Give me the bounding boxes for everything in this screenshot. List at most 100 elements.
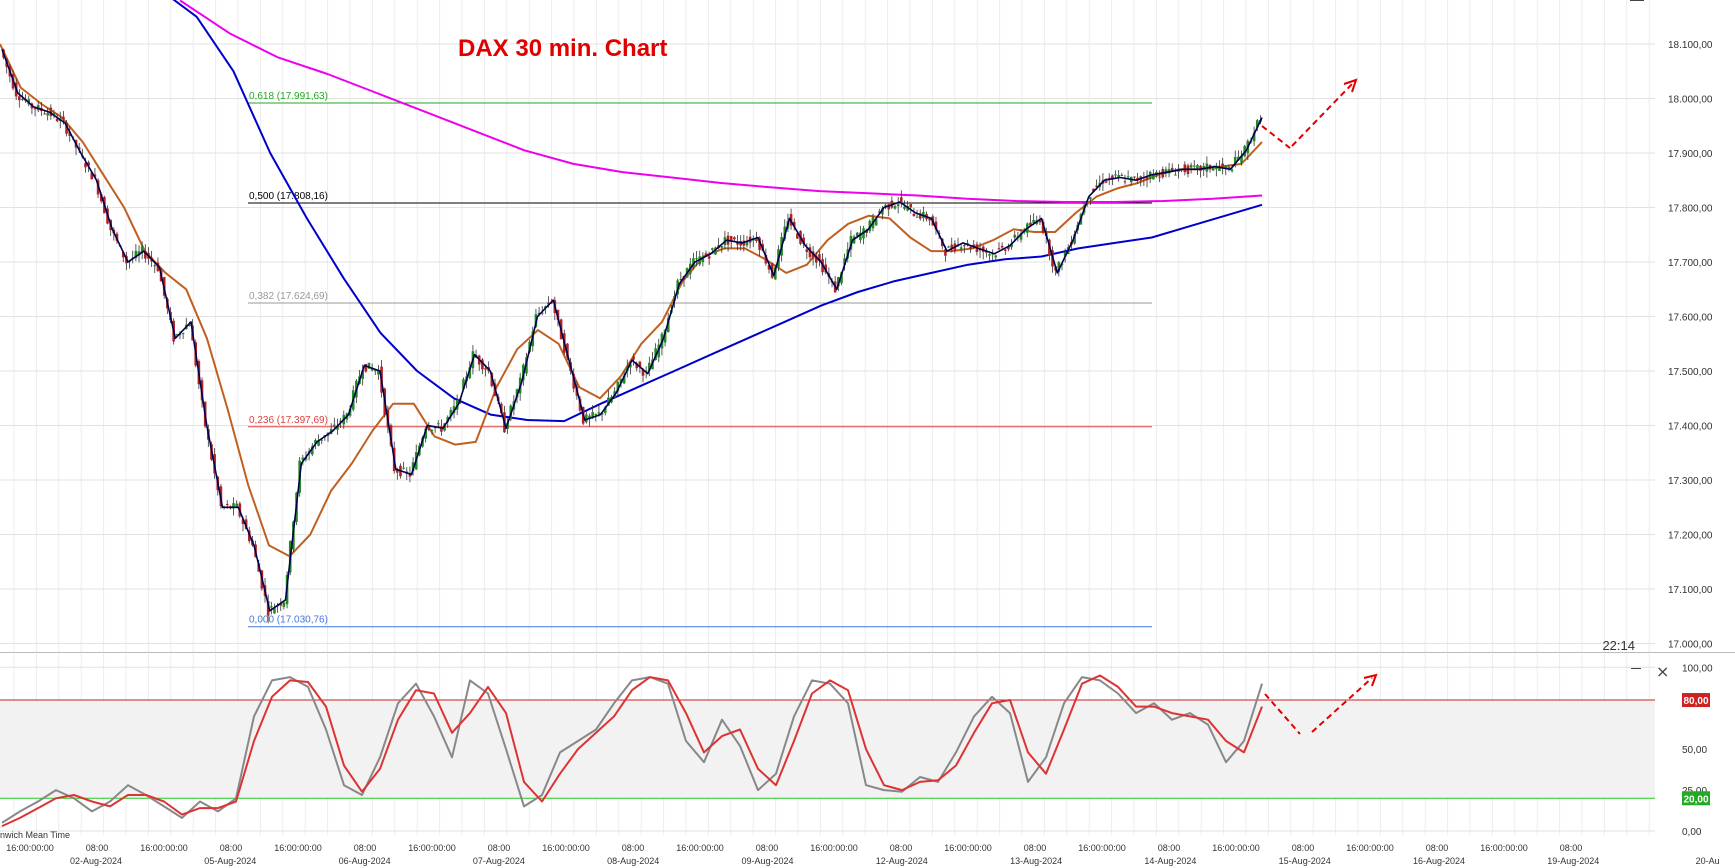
candle-body bbox=[887, 204, 891, 210]
candle-body bbox=[900, 197, 903, 202]
time-tick-label: 16:00:00:00 bbox=[944, 843, 992, 853]
stoch-y-tick-label: 100,00 bbox=[1682, 663, 1713, 674]
candle-body bbox=[1120, 174, 1124, 176]
candle-body bbox=[55, 118, 59, 122]
candle-body bbox=[18, 96, 21, 101]
candle-body bbox=[370, 368, 374, 371]
candle-body bbox=[644, 370, 648, 372]
price-close-line bbox=[1, 49, 1263, 612]
candle-body bbox=[430, 429, 434, 431]
candle-body bbox=[449, 409, 453, 417]
candle-body bbox=[1252, 132, 1256, 142]
chart-title: DAX 30 min. Chart bbox=[458, 35, 667, 62]
candle-body bbox=[591, 412, 594, 419]
stochastic-lines bbox=[1, 674, 1263, 828]
candle-body bbox=[704, 253, 708, 256]
candle-body bbox=[796, 233, 799, 239]
candle-body bbox=[175, 334, 179, 336]
candle-body bbox=[1010, 243, 1013, 248]
candle-body bbox=[947, 246, 950, 248]
candle-body bbox=[619, 378, 623, 384]
candle-body bbox=[333, 424, 336, 427]
candle-body bbox=[33, 108, 37, 110]
candle-body bbox=[1000, 245, 1004, 248]
candle-body bbox=[1007, 246, 1010, 250]
candle-body bbox=[918, 213, 922, 219]
time-axis: nwich Mean Time 16:00:00:00 08:00 16:00:00… bbox=[0, 830, 1720, 866]
price-panel: 0,618 (17.991,63) 0,500 (17.808,16) 0,382 … bbox=[0, 0, 1713, 653]
candle-body bbox=[427, 427, 431, 430]
time-tick-label: 08:00 bbox=[756, 843, 779, 853]
candle-body bbox=[635, 363, 639, 369]
candle-body bbox=[121, 251, 125, 258]
candle-body bbox=[402, 467, 405, 469]
time-tick-label: 16:00:00:00 bbox=[6, 843, 54, 853]
candle-body bbox=[1221, 163, 1224, 167]
candle-body bbox=[1230, 169, 1234, 172]
time-tick-label: 16:00:00:00 bbox=[1078, 843, 1126, 853]
stoch-y-tick-label: 0,00 bbox=[1682, 827, 1702, 838]
fibonacci-retracement[interactable]: 0,618 (17.991,63) 0,500 (17.808,16) 0,382 … bbox=[248, 91, 1152, 628]
candle-body bbox=[774, 267, 777, 280]
candle-body bbox=[1089, 197, 1092, 200]
candle-body bbox=[1240, 155, 1243, 163]
candle-body bbox=[43, 113, 46, 115]
candle-body bbox=[144, 251, 147, 259]
candle-body bbox=[616, 381, 620, 392]
candle-body bbox=[607, 397, 610, 406]
candle-body bbox=[588, 415, 591, 420]
candle-body bbox=[714, 247, 717, 255]
candle-body bbox=[377, 370, 380, 375]
candle-body bbox=[814, 255, 818, 263]
candle-body bbox=[711, 248, 714, 250]
price-y-tick-label: 17.600,00 bbox=[1668, 313, 1713, 324]
date-tick-label: 08-Aug-2024 bbox=[607, 856, 659, 866]
candle-body bbox=[944, 249, 947, 256]
stochastic-minimize-icon[interactable] bbox=[1631, 668, 1641, 673]
candle-body bbox=[188, 324, 191, 327]
time-tick-label: 08:00 bbox=[1426, 843, 1449, 853]
candle-body bbox=[915, 216, 919, 218]
candle-body bbox=[884, 204, 887, 207]
candle-body bbox=[896, 204, 900, 207]
candle-body bbox=[695, 258, 698, 260]
candle-body bbox=[52, 113, 56, 115]
candle-body bbox=[928, 217, 931, 221]
date-tick-label: 19-Aug-2024 bbox=[1547, 856, 1599, 866]
candle-body bbox=[440, 426, 443, 432]
candle-body bbox=[544, 306, 547, 308]
stochastic-close-icon[interactable]: × bbox=[1656, 662, 1670, 681]
date-tick-label: 02-Aug-2024 bbox=[70, 856, 122, 866]
candle-body bbox=[364, 364, 368, 372]
candle-body bbox=[99, 194, 103, 202]
candle-body bbox=[572, 374, 576, 389]
candle-body bbox=[241, 519, 245, 524]
date-tick-label: 20-Au bbox=[1696, 856, 1720, 866]
candle-body bbox=[988, 254, 991, 256]
time-tick-label: 16:00:00:00 bbox=[140, 843, 188, 853]
candle-body bbox=[648, 362, 651, 371]
candle-body bbox=[396, 470, 399, 473]
candle-body bbox=[1057, 262, 1061, 272]
price-y-tick-label: 17.700,00 bbox=[1668, 258, 1713, 269]
candle-body bbox=[1032, 219, 1035, 224]
candle-body bbox=[1155, 172, 1158, 175]
price-y-tick-label: 17.000,00 bbox=[1668, 640, 1713, 651]
time-tick-label: 16:00:00:00 bbox=[1480, 843, 1528, 853]
candle-body bbox=[270, 606, 273, 608]
candlesticks[interactable] bbox=[1, 48, 1263, 624]
candle-body bbox=[1104, 181, 1108, 183]
candle-body bbox=[758, 237, 761, 250]
candle-body bbox=[87, 162, 90, 166]
candle-body bbox=[181, 333, 185, 335]
candle-body bbox=[963, 245, 966, 247]
candle-body bbox=[1152, 173, 1155, 180]
candle-body bbox=[424, 428, 427, 439]
candle-body bbox=[68, 131, 72, 137]
price-panel-minimize-icon[interactable] bbox=[1630, 0, 1644, 5]
time-tick-label: 08:00 bbox=[220, 843, 243, 853]
candle-body bbox=[1183, 164, 1187, 173]
candle-body bbox=[1038, 220, 1042, 223]
time-tick-label: 16:00:00:00 bbox=[810, 843, 858, 853]
